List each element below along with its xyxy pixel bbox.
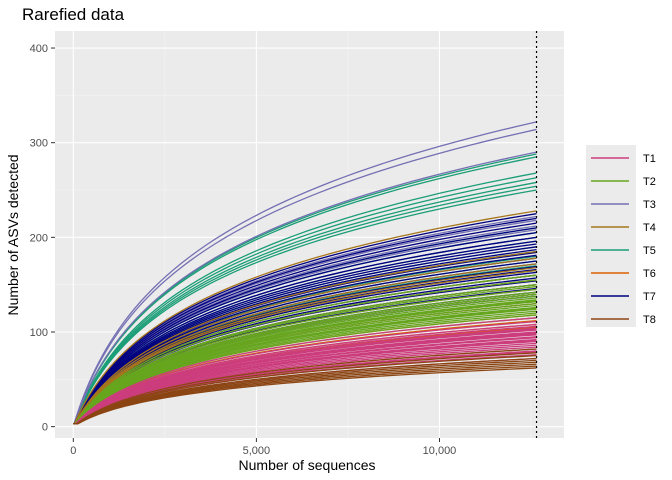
legend-label-t1: T1 bbox=[643, 153, 656, 165]
curve-t1 bbox=[73, 317, 537, 425]
curve-t3 bbox=[73, 128, 537, 425]
y-tick-label: 400 bbox=[30, 43, 48, 55]
curve-t2 bbox=[73, 300, 537, 425]
curve-t8 bbox=[73, 367, 537, 425]
legend: T1 T2 T3 T4 T5 T6 T7 T8 bbox=[586, 145, 656, 327]
legend-label-t5: T5 bbox=[643, 245, 656, 257]
y-axis-title: Number of ASVs detected bbox=[5, 154, 21, 315]
curve-t4 bbox=[73, 210, 537, 425]
curve-t5 bbox=[73, 189, 537, 425]
legend-background bbox=[586, 145, 636, 327]
x-tick-label: 0 bbox=[70, 445, 76, 457]
y-tick-label: 0 bbox=[42, 422, 48, 434]
y-axis-ticks: 0 100 200 300 400 bbox=[30, 43, 55, 434]
legend-label-t2: T2 bbox=[643, 176, 656, 188]
legend-label-t8: T8 bbox=[643, 314, 656, 326]
legend-label-t7: T7 bbox=[643, 291, 656, 303]
y-tick-label: 200 bbox=[30, 232, 48, 244]
curves-layer bbox=[73, 121, 537, 425]
y-tick-label: 300 bbox=[30, 138, 48, 150]
x-axis-title: Number of sequences bbox=[239, 457, 376, 473]
x-tick-label: 10,000 bbox=[423, 445, 457, 457]
legend-label-t4: T4 bbox=[643, 222, 656, 234]
chart-title: Rarefied data bbox=[22, 5, 125, 24]
curve-t1 bbox=[73, 328, 537, 425]
legend-label-t6: T6 bbox=[643, 268, 656, 280]
curve-t2 bbox=[73, 274, 537, 425]
y-tick-label: 100 bbox=[30, 327, 48, 339]
x-axis-ticks: 0 5,000 10,000 bbox=[70, 438, 456, 457]
grid-minor bbox=[55, 31, 564, 438]
legend-label-t3: T3 bbox=[643, 199, 656, 211]
x-tick-label: 5,000 bbox=[243, 445, 271, 457]
curve-t3 bbox=[73, 151, 537, 425]
